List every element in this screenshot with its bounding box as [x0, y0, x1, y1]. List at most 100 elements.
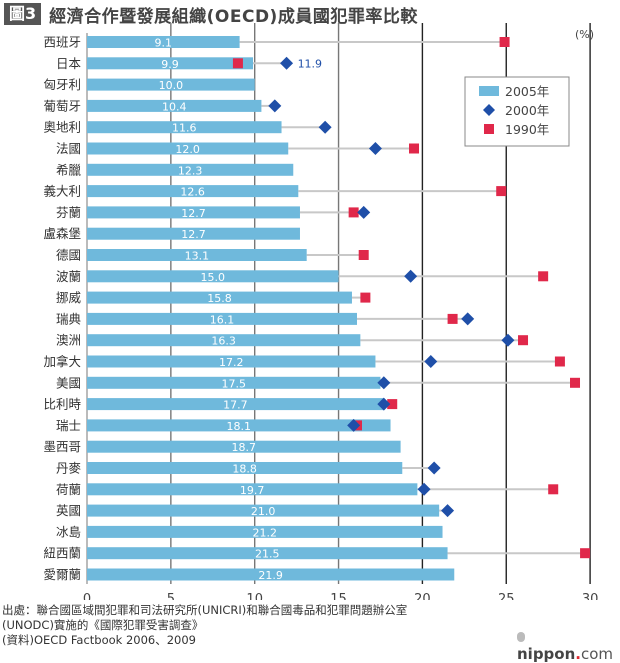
- marker-2000: [501, 333, 515, 347]
- category-label: 冰島: [56, 524, 81, 539]
- legend-label: 2005年: [505, 84, 549, 99]
- bar-value-label: 16.3: [211, 335, 236, 348]
- category-label: 葡萄牙: [43, 98, 81, 113]
- x-tick-label: 0: [83, 592, 91, 600]
- bar-value-label: 18.7: [232, 441, 257, 454]
- marker-1990: [496, 186, 507, 197]
- bar-2005: [87, 525, 443, 538]
- bar-2005: [87, 483, 418, 496]
- brand-name: nippon: [517, 645, 576, 663]
- bar-value-label: 18.1: [227, 420, 252, 433]
- marker-2000: [368, 142, 382, 155]
- bar-value-label: 19.7: [240, 484, 265, 497]
- category-label: 墨西哥: [43, 439, 81, 454]
- category-label: 澳洲: [56, 333, 81, 348]
- marker-1990: [518, 335, 529, 346]
- marker-1990: [580, 548, 591, 559]
- bar-value-label: 21.5: [255, 548, 280, 561]
- marker-1990: [499, 37, 510, 47]
- bar-value-label: 15.0: [201, 271, 226, 284]
- category-label: 瑞士: [56, 418, 81, 433]
- category-label: 愛爾蘭: [43, 567, 81, 582]
- bar-value-label: 12.3: [178, 164, 203, 177]
- category-label: 挪威: [56, 290, 82, 305]
- marker-2000: [461, 312, 475, 326]
- chart-title: 經濟合作暨發展組織(OECD)成員國犯罪率比較: [49, 6, 418, 27]
- data-annotation: 11.9: [298, 57, 323, 70]
- bar-value-label: 15.8: [207, 292, 232, 305]
- bar-value-label: 16.1: [210, 313, 235, 326]
- category-label: 盧森堡: [43, 226, 81, 241]
- x-tick-label: 15: [330, 592, 347, 600]
- category-label: 希臘: [56, 162, 82, 177]
- category-label: 西班牙: [43, 35, 81, 50]
- bar-2005: [87, 99, 262, 112]
- marker-1990: [570, 377, 581, 388]
- bar-2005: [87, 462, 403, 474]
- bar-2005: [87, 504, 440, 517]
- bar-2005: [87, 291, 352, 304]
- marker-2000: [441, 504, 455, 518]
- marker-2000: [424, 355, 438, 368]
- category-label: 日本: [56, 56, 82, 71]
- category-label: 法國: [56, 141, 81, 156]
- bar-2005: [87, 163, 294, 176]
- bar-value-label: 10.0: [159, 79, 184, 92]
- marker-2000: [268, 99, 282, 113]
- category-label: 芬蘭: [56, 205, 81, 220]
- marker-2000: [357, 205, 371, 219]
- marker-2000: [427, 461, 441, 475]
- category-label: 紐西蘭: [43, 546, 81, 561]
- bar-value-label: 21.9: [258, 569, 283, 582]
- title-bar: 圖3 經濟合作暨發展組織(OECD)成員國犯罪率比較: [4, 3, 418, 27]
- bar-2005: [87, 568, 455, 581]
- bar-2005: [87, 547, 448, 560]
- marker-2000: [377, 397, 391, 411]
- bar-2005: [87, 270, 339, 283]
- marker-2000: [318, 120, 332, 134]
- bar-value-label: 18.8: [232, 463, 257, 476]
- bar-value-label: 9.9: [161, 58, 179, 71]
- bar-value-label: 17.7: [223, 399, 248, 412]
- category-label: 奧地利: [43, 120, 81, 135]
- marker-1990: [358, 250, 369, 260]
- bar-value-label: 10.4: [162, 100, 187, 113]
- bar-2005: [87, 206, 300, 219]
- bar-2005: [87, 312, 357, 325]
- bar-value-label: 17.2: [219, 356, 244, 369]
- category-label: 美國: [56, 375, 81, 390]
- category-label: 義大利: [43, 184, 81, 199]
- legend-box: [464, 76, 570, 147]
- category-label: 加拿大: [43, 354, 81, 369]
- bar-value-label: 17.5: [221, 377, 246, 390]
- marker-1990: [548, 484, 559, 495]
- bar-2005: [87, 440, 401, 453]
- x-tick-label: 20: [414, 592, 431, 600]
- marker-2000: [404, 269, 418, 283]
- bar-2005: [87, 57, 254, 70]
- bar-value-label: 12.6: [180, 186, 205, 199]
- bar-2005: [87, 227, 300, 240]
- marker-2000: [417, 482, 431, 496]
- category-label: 瑞典: [56, 311, 81, 326]
- bar-2005: [87, 78, 255, 91]
- bar-2005: [87, 376, 381, 389]
- marker-2000: [377, 376, 391, 390]
- marker-1990: [232, 58, 243, 69]
- bar-value-label: 12.7: [181, 228, 206, 241]
- category-label: 比利時: [43, 397, 81, 412]
- brand-logo: nippon.com: [517, 627, 620, 663]
- x-tick-label: 25: [498, 592, 515, 600]
- bar-value-label: 12.7: [181, 207, 206, 220]
- marker-1990: [360, 292, 371, 303]
- marker-2000: [280, 56, 294, 70]
- x-tick-label: 5: [167, 592, 175, 600]
- marker-2000: [347, 418, 361, 432]
- bar-2005: [87, 419, 391, 432]
- marker-1990: [387, 399, 398, 410]
- category-label: 德國: [56, 248, 81, 263]
- marker-1990: [538, 271, 549, 282]
- legend-swatch-2005: [479, 86, 499, 96]
- legend-label: 1990年: [505, 122, 549, 137]
- bar-2005: [87, 185, 299, 198]
